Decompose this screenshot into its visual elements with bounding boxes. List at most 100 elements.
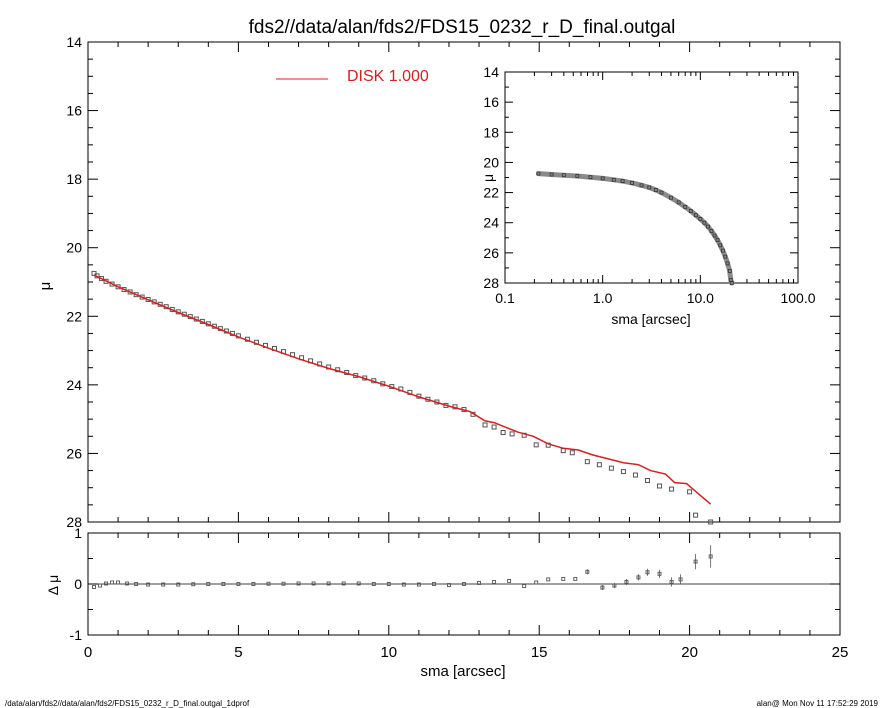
residual-point: [645, 570, 650, 575]
data-point: [608, 465, 614, 471]
residual-y-axis-label: Δ μ: [45, 575, 61, 596]
x-tick-label: 15: [531, 644, 548, 661]
data-point: [533, 442, 539, 448]
residual-point: [462, 582, 466, 586]
inset-plot: 14 16 18 20 22 24 26 280.1 1.0 10.0 100.0 sma [arcs…: [480, 64, 816, 327]
x-tick-label: 10: [380, 644, 397, 661]
residual-point: [522, 584, 527, 588]
residual-point: [573, 576, 578, 581]
inset-data-point: [647, 185, 652, 190]
residual-point: [636, 575, 641, 580]
y-tick-label: 28: [66, 514, 82, 530]
residual-point: [657, 571, 662, 576]
inset-data-point: [715, 238, 720, 242]
residual-point: [600, 585, 605, 590]
residual-point: [534, 580, 539, 585]
inset-profile-band: [535, 171, 735, 286]
x-tick-label: 5: [234, 644, 242, 661]
footer-left: /data/alan/fds2//data/alan/fds2/FDS15_02…: [5, 699, 250, 708]
inset-data-point: [600, 176, 605, 181]
residual-point: [176, 582, 181, 587]
y-axis-label: μ: [37, 282, 54, 291]
residual-point: [191, 582, 196, 587]
inset-y-tick-label: 26: [483, 245, 499, 261]
residual-point: [477, 581, 481, 585]
inset-data-point: [706, 224, 710, 229]
y-tick-label: 26: [66, 445, 82, 461]
inset-data-point: [659, 190, 664, 195]
residual-point: [492, 580, 497, 584]
residual-point: [371, 582, 376, 586]
data-point: [708, 519, 714, 525]
x-tick-label: 20: [681, 644, 698, 661]
residual-point: [251, 582, 256, 586]
inset-x-tick-label: 0.1: [495, 290, 515, 306]
inset-data-point: [611, 177, 616, 182]
inset-y-axis-label: μ: [480, 174, 496, 182]
inset-y-tick-label: 20: [483, 154, 499, 170]
inset-data-point: [549, 172, 554, 177]
residual-point: [116, 580, 121, 585]
data-point: [644, 478, 650, 484]
residual-y-tick-label: 1: [74, 525, 82, 541]
inset-data-point: [698, 217, 703, 221]
x-tick-label: 25: [832, 644, 849, 661]
residual-point: [161, 582, 166, 587]
data-point: [596, 462, 602, 468]
residual-point: [585, 569, 590, 574]
y-tick-label: 22: [66, 308, 82, 324]
residual-point: [296, 581, 301, 586]
residual-point: [431, 582, 436, 586]
inset-data-point: [639, 183, 644, 188]
data-point: [115, 284, 121, 290]
inset-data-point: [693, 213, 698, 218]
residual-point: [281, 581, 286, 586]
inset-data-point: [720, 248, 725, 253]
data-point: [560, 448, 566, 454]
inset-x-tick-label: 1.0: [593, 290, 613, 306]
inset-data-point: [727, 269, 732, 273]
residual-point: [98, 583, 102, 588]
residual-point: [326, 581, 331, 586]
data-point: [569, 450, 575, 456]
data-point: [584, 459, 590, 465]
inset-data-point: [683, 204, 688, 209]
residual-point: [507, 578, 512, 583]
residual-point: [708, 554, 713, 559]
residual-point: [125, 581, 130, 586]
legend-label: DISK 1.000: [347, 68, 429, 85]
inset-data-point: [620, 179, 625, 184]
y-tick-label: 16: [66, 103, 82, 119]
residual-point: [341, 581, 346, 586]
data-point: [687, 489, 693, 495]
data-point: [491, 424, 497, 430]
inset-data-point: [712, 233, 717, 238]
inset-data-point: [561, 173, 566, 178]
inset-data-point: [725, 261, 730, 266]
residual-point: [146, 582, 151, 587]
data-point: [657, 483, 663, 489]
residual-y-tick-label: 0: [74, 576, 82, 592]
inset-y-tick-label: 24: [483, 215, 499, 231]
inset-data-point: [718, 243, 723, 248]
data-point: [693, 512, 699, 518]
residual-point: [386, 582, 391, 586]
residual-point: [678, 577, 683, 582]
main-plot: 14 16 18 20 22 24 26 28 μ DISK 1.000: [37, 34, 841, 530]
inset-data-point: [536, 171, 541, 176]
residual-point: [134, 582, 139, 586]
inset-data-point: [702, 220, 707, 225]
inset-data-point: [676, 200, 681, 205]
x-tick-label: 0: [84, 644, 92, 661]
residual-point: [311, 581, 316, 586]
data-point: [482, 422, 488, 428]
chart-title: fds2//data/alan/fds2/FDS15_0232_r_D_fina…: [249, 17, 676, 38]
residual-point: [206, 582, 211, 586]
inset-data-point: [669, 195, 673, 200]
data-point: [620, 469, 626, 475]
inset-x-tick-label: 100.0: [780, 290, 815, 306]
y-tick-label: 18: [66, 171, 82, 187]
data-point: [509, 431, 515, 437]
footer-right: alan@ Mon Nov 11 17:52:29 2019: [757, 699, 879, 708]
